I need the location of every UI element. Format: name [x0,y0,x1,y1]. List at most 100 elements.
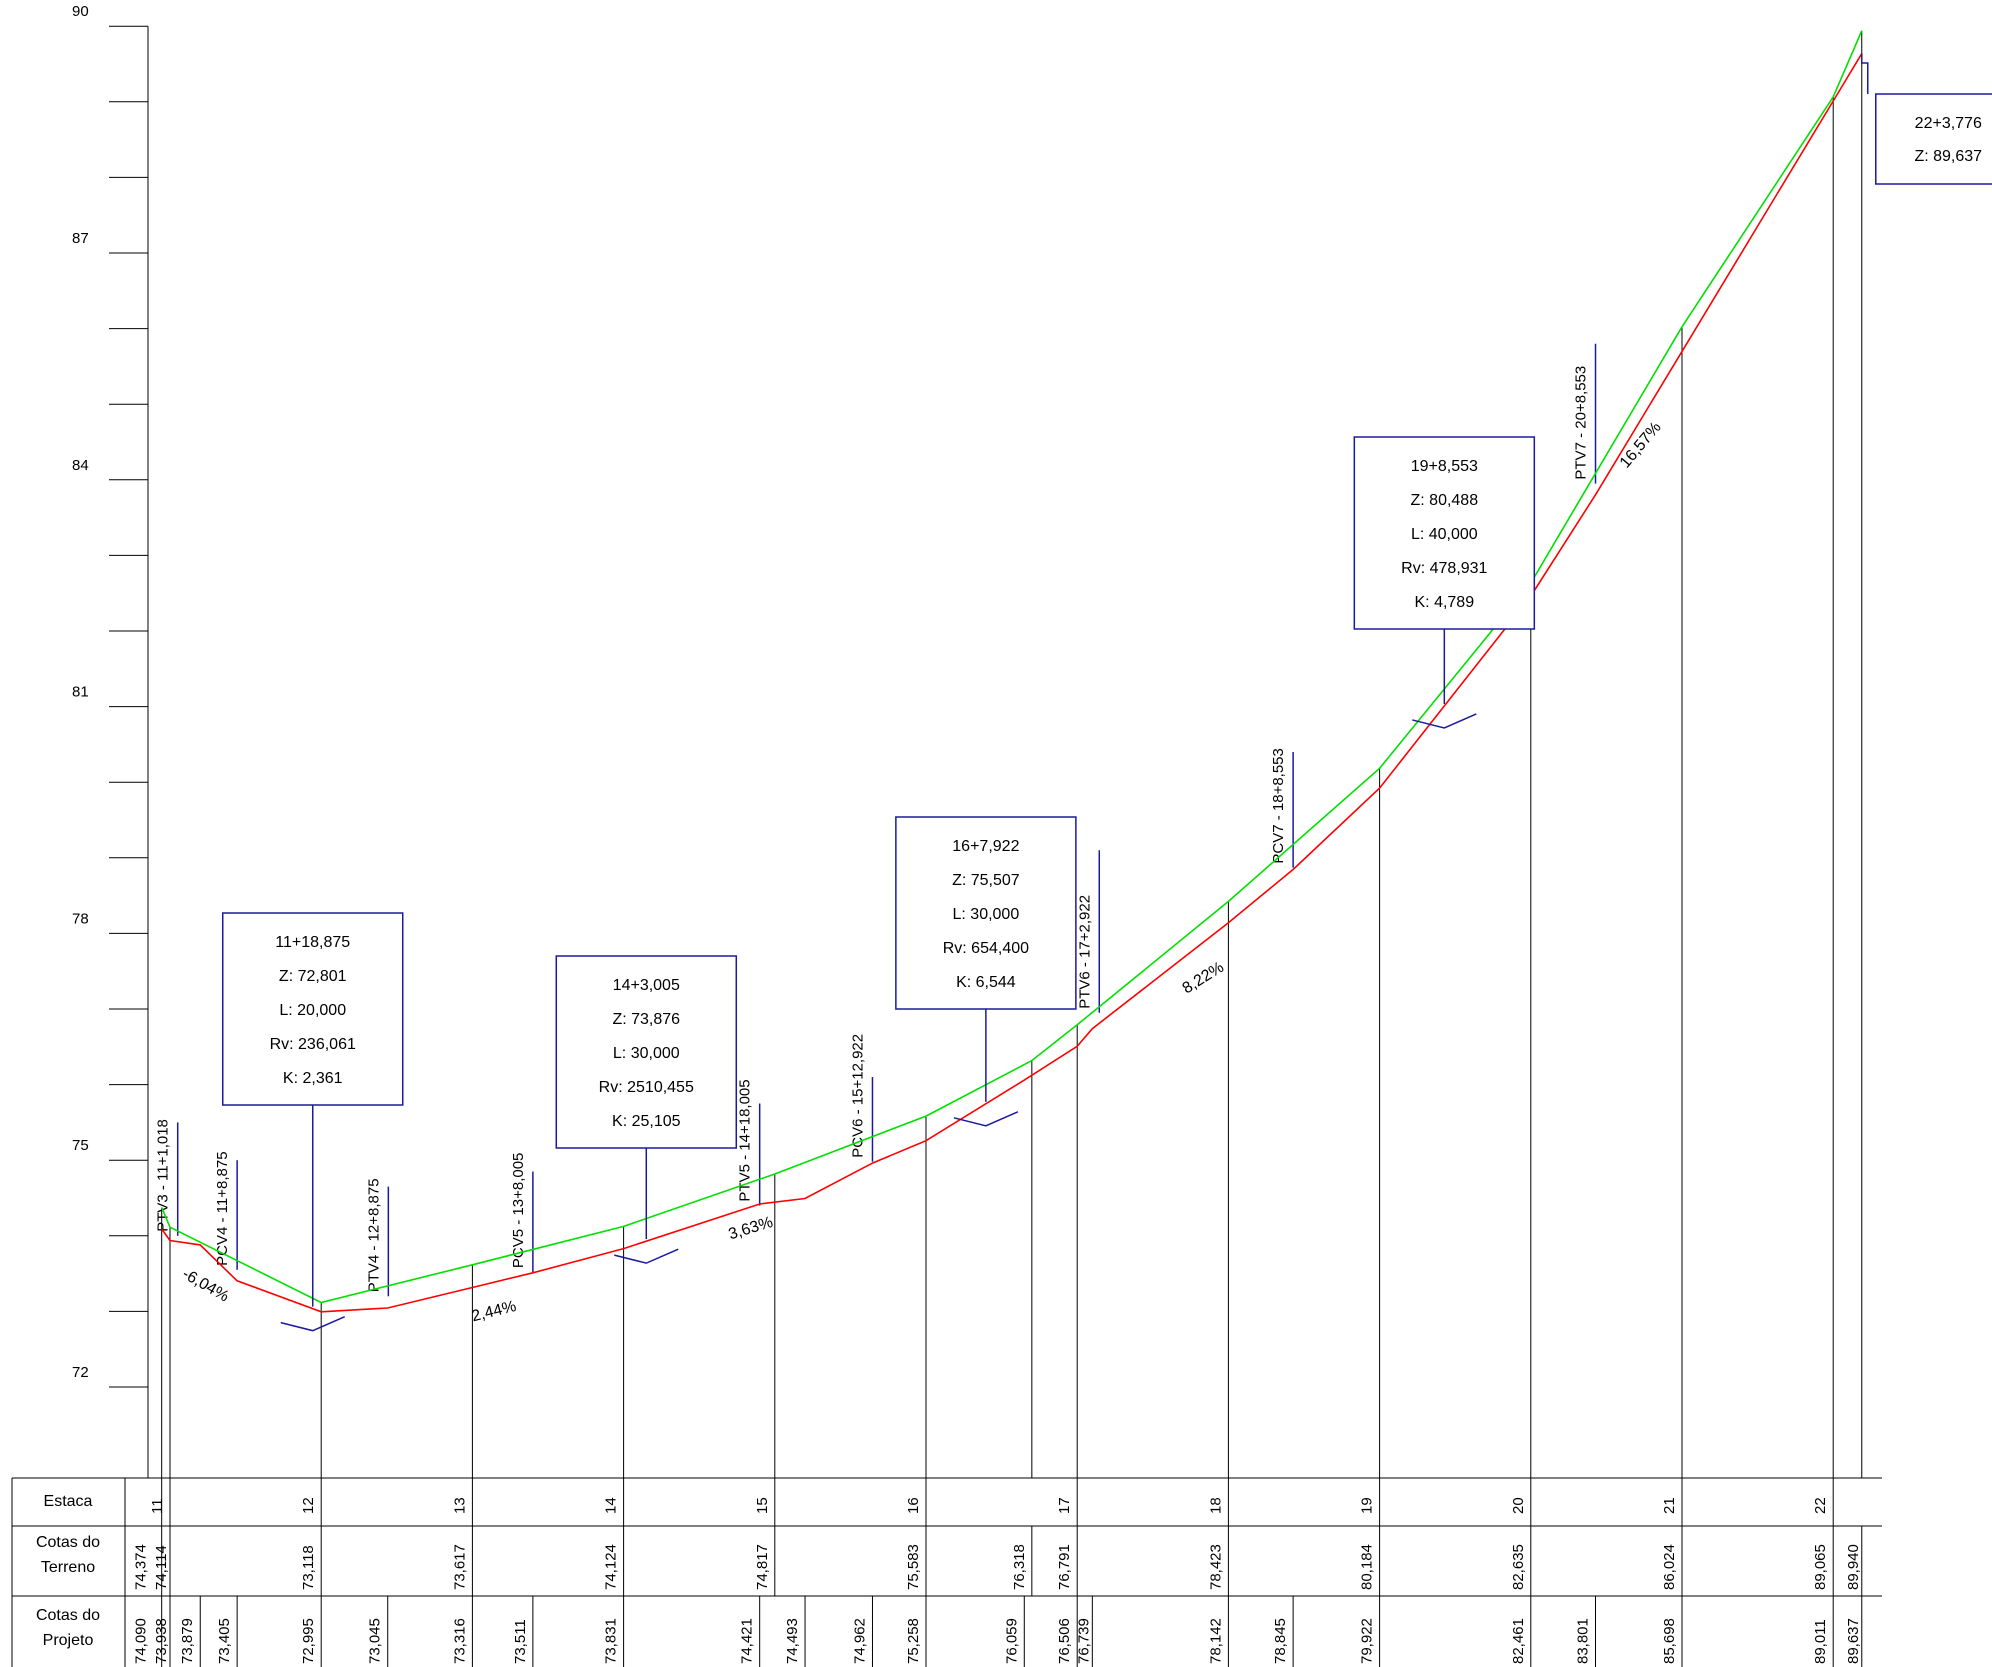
curve-marker-label: PCV6 - 15+12,922 [849,1034,866,1158]
station-label: 14 [603,1497,620,1514]
terrain-elevation: 82,635 [1510,1544,1527,1590]
pvi-box-line: Z: 75,507 [952,872,1020,889]
pvi-tangent-mark [1412,713,1477,729]
pvi-box-line: L: 20,000 [279,1002,346,1019]
curve-marker-label: PCV4 - 11+8,875 [214,1151,231,1265]
pvi-box [1875,93,1992,185]
pvi-box-line: 14+3,005 [613,977,680,994]
pvi-box [221,912,404,1106]
project-elevation: 74,421 [739,1618,756,1664]
pvi-box-line: Z: 80,488 [1411,492,1479,509]
terrain-elevation: 76,791 [1056,1544,1073,1590]
slope-label: 3,63% [727,1214,775,1244]
project-elevation: 83,801 [1575,1618,1592,1664]
station-label: 19 [1359,1497,1376,1514]
axis-tick-label: 72 [72,1364,89,1381]
terrain-elevation: 74,374 [133,1544,150,1590]
terrain-elevation: 74,114 [153,1545,170,1590]
curve-marker-label: PTV3 - 11+1,018 [155,1119,172,1232]
project-elevation: 76,739 [1075,1618,1092,1664]
pvi-box-line: L: 30,000 [613,1045,680,1062]
slope-label: 2,44% [470,1298,518,1325]
axis-tick-label: 81 [72,684,89,701]
project-elevation: 73,316 [451,1618,468,1664]
pvi-box-line: K: 25,105 [612,1113,681,1130]
terrain-elevation: 86,024 [1661,1544,1678,1590]
station-label: 18 [1207,1497,1224,1514]
axis-tick-label: 90 [72,3,89,20]
axis-tick-label: 84 [72,457,89,474]
project-elevation: 82,461 [1510,1618,1527,1664]
pvi-box-line: Rv: 236,061 [270,1036,356,1053]
project-elevation: 89,637 [1845,1618,1862,1664]
project-elevation: 74,962 [851,1618,868,1664]
terrain-elevation: 74,124 [603,1544,620,1590]
header-estaca: Estaca [44,1493,93,1510]
pvi-boxes: 11+18,875 Z: 72,801 L: 20,000 Rv: 236,061 K:… [221,53,1992,1332]
slope-label: -6,04% [179,1266,231,1306]
profile-table: Estaca Cotas do Terreno Cotas do Projeto 11 12… [11,1477,1882,1667]
project-elevation: 73,831 [603,1618,620,1664]
pvi-box-line: Z: 72,801 [279,968,347,985]
project-elevation: 75,258 [905,1618,922,1664]
curve-marker-label: PCV7 - 18+8,553 [1270,748,1287,864]
terrain-line [160,30,1863,1304]
terrain-elevation: 73,118 [300,1545,317,1590]
project-elevation: 76,506 [1056,1618,1073,1664]
station-label: 17 [1056,1497,1073,1514]
axis-tick-label: 75 [72,1137,89,1154]
slope-label: 8,22% [1180,959,1227,997]
curve-marker-label: PTV7 - 20+8,553 [1573,366,1590,480]
curve-marker-label: PTV4 - 12+8,875 [365,1178,382,1292]
station-label: 15 [754,1497,771,1514]
project-elevation: 76,059 [1003,1618,1020,1664]
profile-lines [160,30,1863,1313]
elevation-axis: 90 87 84 81 78 75 72 [72,3,149,1478]
terrain-elevation: 74,817 [754,1544,771,1590]
curve-marker-label: PTV5 - 14+18,005 [737,1079,754,1201]
pvi-box-line: K: 4,789 [1415,594,1475,611]
header-projeto: Cotas do [36,1607,100,1624]
project-elevation: 74,493 [784,1618,801,1664]
header-projeto: Projeto [43,1632,94,1649]
pvi-box-line: Z: 89,637 [1914,148,1982,165]
station-label: 21 [1661,1497,1678,1514]
pvi-box-line: L: 30,000 [953,906,1020,923]
pvi-tangent-mark [280,1315,346,1332]
curve-marker-label: PCV5 - 13+8,005 [510,1153,527,1269]
pvi-box-line: 16+7,922 [952,838,1019,855]
project-elevation: 74,090 [133,1618,150,1664]
pvi-box [895,816,1077,1010]
pvi-box-line: Rv: 2510,455 [599,1079,694,1096]
station-ordinates [161,30,1863,1478]
project-elevation: 73,879 [179,1618,196,1664]
project-elevation: 73,511 [512,1619,529,1664]
pvi-box [1353,436,1536,630]
pvi-box-line: K: 6,544 [956,974,1016,991]
pvi-box-line: L: 40,000 [1411,526,1478,543]
curve-annotations: PTV3 - 11+1,018 PCV4 - 11+8,875 PTV4 - 12+… [155,343,1597,1297]
station-label: 20 [1510,1497,1527,1514]
pvi-box-line: Z: 73,876 [612,1011,680,1028]
terrain-elevation: 73,617 [451,1544,468,1590]
pvi-box-line: 19+8,553 [1411,458,1478,475]
pvi-box [555,955,738,1149]
project-elevation: 85,698 [1661,1618,1678,1664]
project-elevation: 72,995 [300,1618,317,1664]
station-label: 16 [905,1497,922,1514]
pvi-box-line: 11+18,875 [275,934,350,951]
terrain-elevation: 76,318 [1011,1544,1028,1590]
pvi-tangent-mark [614,1248,679,1264]
project-elevation: 73,405 [216,1618,233,1664]
curve-marker-label: PTV6 - 17+2,922 [1076,895,1093,1009]
terrain-elevation: 89,940 [1845,1544,1862,1590]
pvi-box-line: 22+3,776 [1915,115,1982,132]
pvi-tangent-mark [953,1111,1019,1127]
project-grade-line [161,53,1863,1313]
project-elevation: 73,045 [367,1618,384,1664]
pvi-leader [1861,53,1869,94]
project-elevation: 89,011 [1812,1619,1829,1664]
terrain-elevation: 75,583 [905,1544,922,1590]
header-terreno: Cotas do [36,1534,100,1551]
